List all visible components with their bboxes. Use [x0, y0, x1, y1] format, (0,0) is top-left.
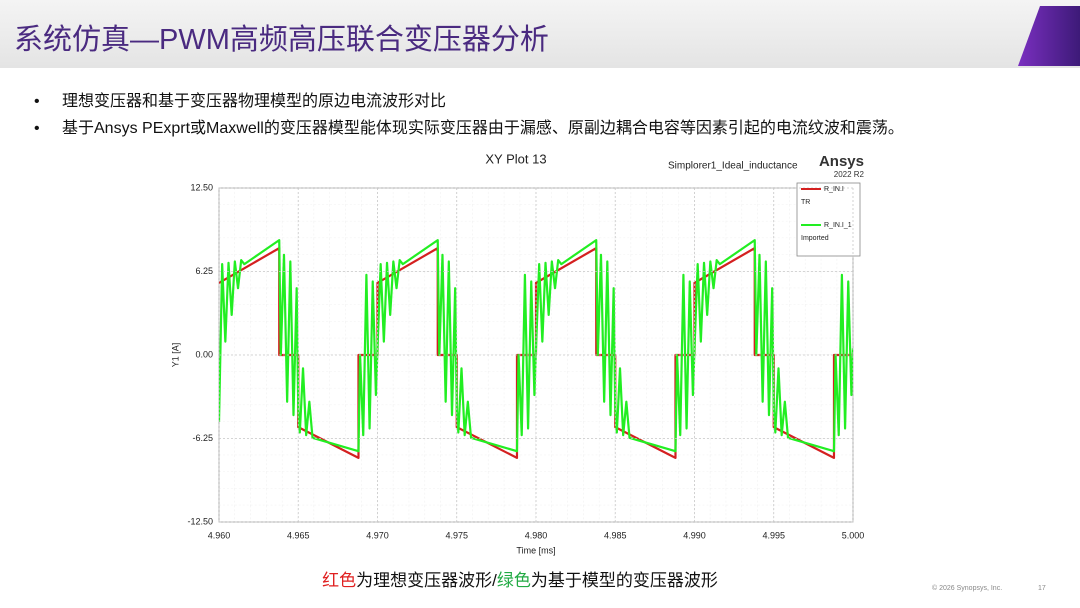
accent-shape — [1018, 6, 1080, 66]
legend-source: Imported — [801, 235, 829, 242]
caption: 红色为理想变压器波形/绿色为基于模型的变压器波形 — [0, 566, 1040, 591]
chart-title: XY Plot 13 — [485, 151, 546, 166]
bullet: 理想变压器和基于变压器物理模型的原边电流波形对比 — [34, 90, 904, 117]
legend-source: TR — [801, 199, 810, 206]
y-tick-label: 12.50 — [190, 182, 213, 192]
caption-part: 为理想变压器波形/ — [356, 571, 497, 590]
page-number: 17 — [1038, 585, 1046, 592]
legend-box — [796, 182, 861, 257]
x-tick-label: 4.975 — [445, 530, 468, 540]
caption-part: 红色 — [322, 571, 357, 590]
y-tick-label: 0.00 — [195, 349, 213, 359]
legend-label: R_IN.I_1 — [824, 222, 852, 229]
x-tick-label: 4.970 — [366, 530, 389, 540]
legend-label: R_IN.I — [824, 186, 844, 193]
x-tick-label: 4.960 — [208, 530, 231, 540]
copyright: © 2026 Synopsys, Inc. — [932, 585, 1003, 592]
y-tick-label: 6.25 — [195, 266, 213, 276]
x-tick-label: 5.000 — [842, 530, 865, 540]
brand: Ansys — [819, 153, 864, 170]
y-tick-label: -12.50 — [187, 516, 213, 526]
x-tick-label: 4.985 — [604, 530, 627, 540]
version: 2022 R2 — [834, 170, 865, 179]
slide-title: 系统仿真—PWM高频高压联合变压器分析 — [14, 24, 549, 56]
header-bar — [0, 0, 1080, 68]
caption-part: 为基于模型的变压器波形 — [530, 571, 718, 590]
bullet: 基于Ansys PExprt或Maxwell的变压器模型能体现实际变压器由于漏感… — [34, 117, 904, 144]
y-axis-label: Y1 [A] — [170, 343, 180, 368]
x-tick-label: 4.990 — [683, 530, 706, 540]
caption-part: 绿色 — [496, 571, 531, 590]
x-tick-label: 4.980 — [525, 530, 548, 540]
chart-subtitle: Simplorer1_Ideal_inductance — [668, 161, 798, 172]
x-tick-label: 4.965 — [287, 530, 310, 540]
x-tick-label: 4.995 — [762, 530, 785, 540]
y-tick-label: -6.25 — [192, 433, 213, 443]
bullet-list: 理想变压器和基于变压器物理模型的原边电流波形对比 基于Ansys PExprt或… — [34, 90, 904, 144]
x-axis-label: Time [ms] — [516, 545, 555, 555]
